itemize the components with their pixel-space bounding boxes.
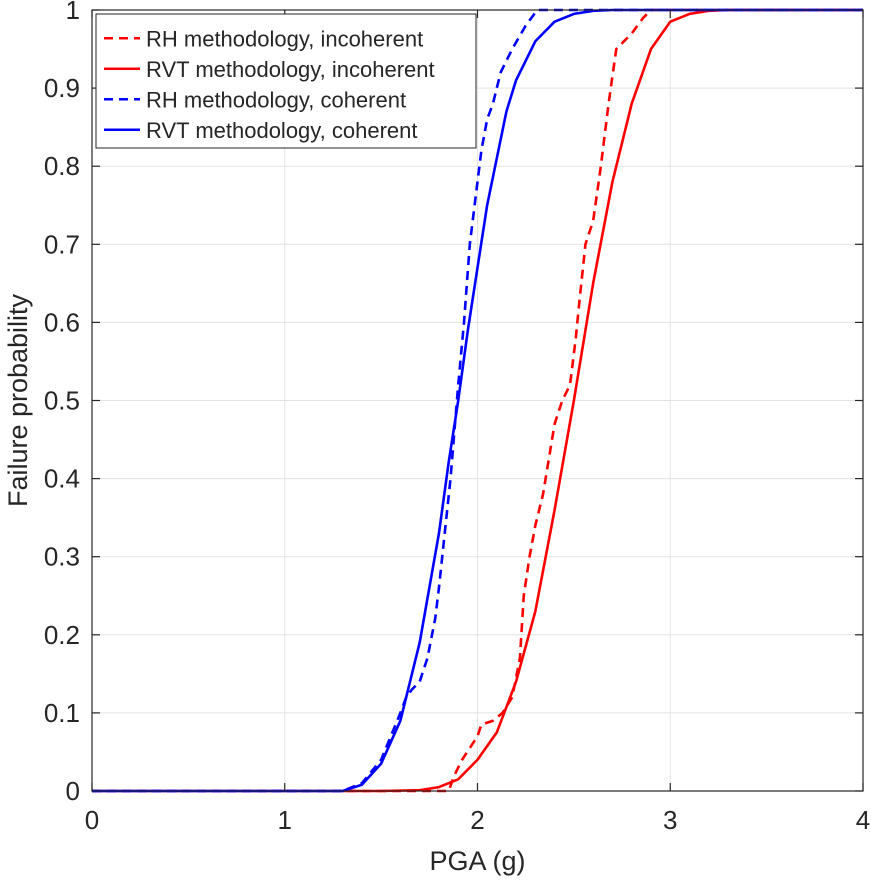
series-line-2 [92,8,863,793]
y-tick-label: 0.8 [44,151,80,181]
y-tick-label: 0.1 [44,698,80,728]
y-tick-label: 0.5 [44,386,80,416]
y-tick-label: 0.7 [44,229,80,259]
series-line-3 [92,8,863,793]
series-line-1 [92,8,863,793]
series-line-0 [92,8,863,793]
legend-label-3: RVT methodology, coherent [146,118,418,143]
y-tick-label: 0.9 [44,73,80,103]
legend-box [95,13,477,149]
x-tick-label: 0 [85,805,99,835]
legend-label-1: RVT methodology, incoherent [146,57,435,82]
x-tick-label: 1 [278,805,292,835]
x-tick-label: 4 [856,805,870,835]
y-tick-label: 0 [66,776,80,806]
y-tick-label: 0.2 [44,620,80,650]
y-tick-label: 0.4 [44,464,80,494]
x-axis-label: PGA (g) [429,846,525,876]
y-tick-label: 0.3 [44,542,80,572]
y-axis-label: Failure probability [3,293,33,507]
series-layer [92,8,863,793]
y-tick-label: 0.6 [44,307,80,337]
legend: RH methodology, incoherent RVT methodolog… [95,13,477,149]
y-tick-label: 1 [66,0,80,25]
legend-label-0: RH methodology, incoherent [146,26,423,51]
x-tick-label: 2 [470,805,484,835]
x-tick-label: 3 [663,805,677,835]
legend-label-2: RH methodology, coherent [146,87,406,112]
ticks-layer: 0 1 2 3 4 0 0.1 0.2 0.3 0.4 0.5 0.6 0.7 0.8 0.9 1 [44,0,870,835]
